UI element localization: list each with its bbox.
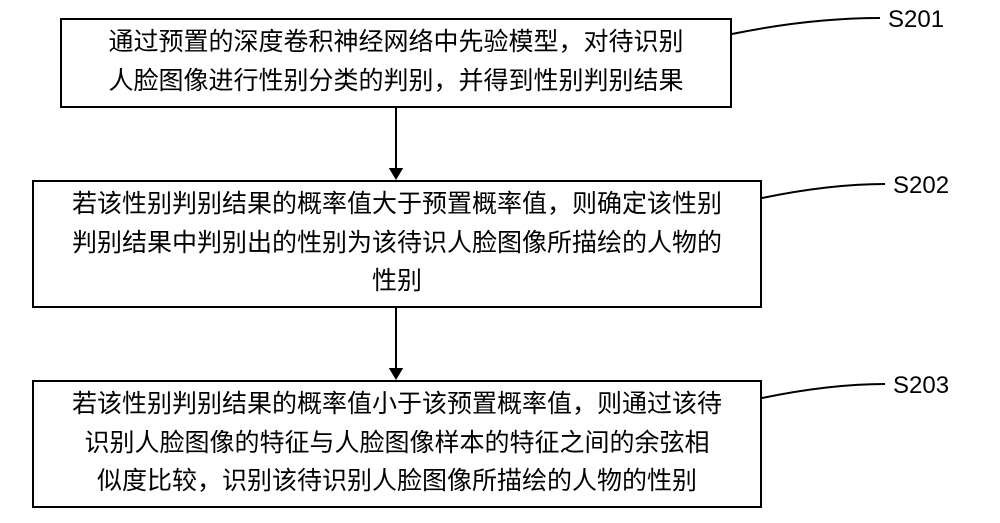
flowchart-canvas: 通过预置的深度卷积神经网络中先验模型，对待识别 人脸图像进行性别分类的判别，并得…	[0, 0, 1000, 523]
flow-node-s203: 若该性别判别结果的概率值小于该预置概率值，则通过该待 识别人脸图像的特征与人脸图…	[32, 380, 762, 508]
step-label-s201: S201	[888, 6, 944, 34]
flow-node-text: 若该性别判别结果的概率值小于该预置概率值，则通过该待 识别人脸图像的特征与人脸图…	[72, 386, 722, 502]
step-label-s202: S202	[893, 172, 949, 200]
flow-node-text: 通过预置的深度卷积神经网络中先验模型，对待识别 人脸图像进行性别分类的判别，并得…	[108, 24, 683, 102]
flow-node-s202: 若该性别判别结果的概率值大于预置概率值，则确定该性别 判别结果中判别出的性别为该…	[32, 180, 762, 308]
arrow-head	[389, 168, 403, 180]
arrow-head	[389, 368, 403, 380]
flow-node-text: 若该性别判别结果的概率值大于预置概率值，则确定该性别 判别结果中判别出的性别为该…	[72, 186, 722, 302]
step-label-s203: S203	[893, 372, 949, 400]
flow-node-s201: 通过预置的深度卷积神经网络中先验模型，对待识别 人脸图像进行性别分类的判别，并得…	[60, 18, 732, 108]
